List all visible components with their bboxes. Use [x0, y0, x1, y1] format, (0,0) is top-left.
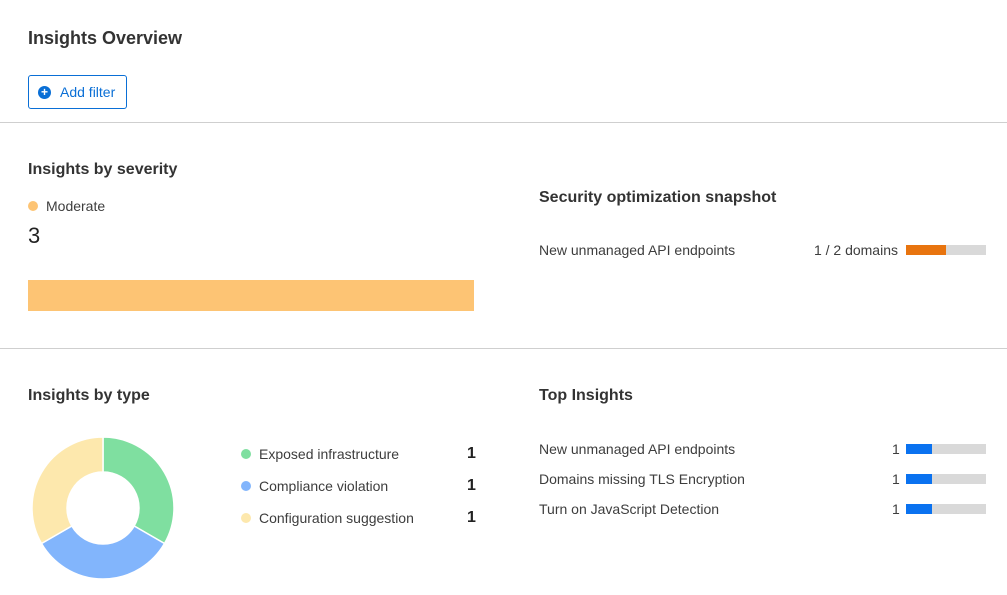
type-legend-label: Compliance violation: [259, 478, 389, 494]
donut-slice: [40, 524, 166, 580]
top-insight-label[interactable]: Domains missing TLS Encryption: [539, 471, 745, 487]
type-donut-chart: [31, 436, 175, 580]
add-filter-button[interactable]: + Add filter: [28, 75, 127, 109]
snapshot-title: Security optimization snapshot: [539, 189, 777, 206]
top-insight-value: 1: [892, 501, 900, 517]
severity-bar: [28, 280, 474, 311]
top-insight-bar: [906, 474, 986, 484]
top-insight-bar: [906, 444, 986, 454]
type-legend-label: Exposed infrastructure: [259, 446, 400, 462]
severity-legend: Moderate: [46, 198, 106, 214]
plus-circle-icon: +: [38, 85, 51, 99]
donut-slice: [102, 436, 175, 545]
donut-slice: [31, 436, 104, 545]
legend-dot-icon: [241, 481, 251, 491]
top-insights-title: Top Insights: [539, 387, 633, 404]
top-insight-value: 1: [892, 441, 900, 457]
moderate-dot-icon: [28, 201, 38, 211]
type-title: Insights by type: [28, 387, 150, 404]
page-title: Insights Overview: [28, 28, 183, 48]
snapshot-item-label: New unmanaged API endpoints: [539, 242, 736, 258]
divider: [0, 122, 1007, 123]
snapshot-progress: [906, 245, 986, 255]
legend-dot-icon: [241, 449, 251, 459]
top-insight-label[interactable]: New unmanaged API endpoints: [539, 441, 736, 457]
legend-dot-icon: [241, 513, 251, 523]
severity-count: 3: [28, 223, 41, 248]
type-legend-value: 1: [467, 445, 476, 462]
snapshot-item-value: 1 / 2 domains: [813, 242, 898, 258]
type-legend-value: 1: [467, 477, 476, 494]
type-legend-label: Configuration suggestion: [259, 510, 414, 526]
top-insight-value: 1: [892, 471, 900, 487]
severity-title: Insights by severity: [28, 161, 178, 178]
type-legend-value: 1: [467, 509, 476, 526]
add-filter-label: Add filter: [60, 84, 116, 100]
top-insight-label[interactable]: Turn on JavaScript Detection: [539, 501, 720, 517]
top-insight-bar: [906, 504, 986, 514]
divider: [0, 348, 1007, 349]
